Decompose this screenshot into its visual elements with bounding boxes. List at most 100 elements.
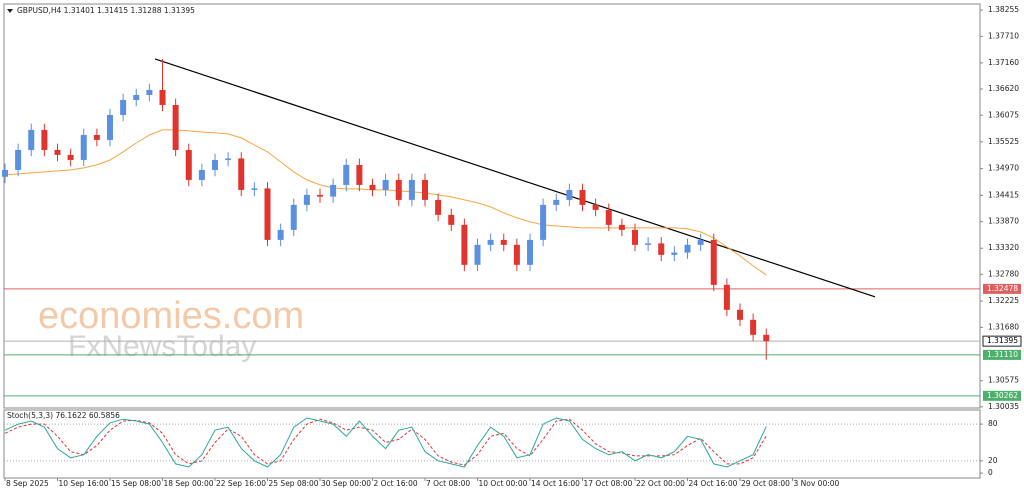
candle-body [500,239,507,245]
candle-body [198,169,205,180]
candle-body [527,239,533,265]
candle-body [671,252,678,255]
candle-body [632,229,638,245]
candle-body [343,164,350,185]
x-tick-label: 8 Sep 2025 [6,479,49,488]
y-tick-label: 1.36620 [988,84,1019,93]
candle-body [750,319,757,335]
candle-body [422,179,428,200]
candle-body [264,188,271,240]
y-tick-label: 0 [988,468,993,477]
candle-body [159,89,166,105]
x-tick-label: 10 Sep 16:00 [59,479,109,488]
candle-body [553,199,560,205]
level-label: 1.32478 [987,284,1018,293]
candle-body [54,149,61,155]
y-tick-label: 1.33870 [988,217,1019,226]
candle-body [435,199,442,215]
stoch-signal [4,418,767,466]
candle-body [80,134,87,160]
candle-body [15,149,22,170]
candle-body [93,134,100,140]
candle-body [448,214,455,225]
y-tick-label: 1.35525 [988,137,1019,146]
x-tick-label: 22 Sep 16:00 [216,479,266,488]
x-tick-label: 15 Sep 08:00 [111,479,161,488]
candle-body [225,158,232,160]
candle-body [618,224,625,230]
candle-body [369,184,376,190]
level-label: 1.30262 [987,391,1018,400]
candle-body [540,204,547,240]
candle-body [238,158,245,190]
menu-arrow [7,9,13,13]
candle-body [67,154,74,160]
candle-body [185,149,192,180]
candle-body [133,94,140,100]
level-tag [983,390,1021,401]
y-tick-label: 20 [988,456,998,465]
candle-body [408,179,415,200]
candle-body [605,209,612,225]
x-tick-label: 30 Sep 00:00 [321,479,371,488]
level-label: 1.31395 [987,336,1018,345]
candle-body [146,89,153,95]
x-tick-label: 18 Sep 00:00 [164,479,214,488]
candle-body [579,189,586,205]
level-tag [982,335,1022,347]
candle-body [487,239,494,245]
x-tick-label: 24 Oct 16:00 [689,479,738,488]
x-tick-label: 14 Oct 16:00 [531,479,580,488]
watermark: economies.com [38,295,304,337]
candle-body [645,243,652,245]
candle-body [172,104,179,150]
candle-body [2,169,8,177]
candle-body [382,179,389,190]
candle-body [658,243,665,255]
candle-body [317,194,323,197]
candle-body [737,309,743,320]
main-panel [3,3,981,409]
stoch-panel [3,409,981,479]
candle-body [723,284,730,310]
x-tick-label: 17 Oct 08:00 [584,479,633,488]
candle-body [251,188,258,190]
y-tick-label: 1.37160 [988,58,1019,67]
y-tick-label: 1.33320 [988,243,1019,252]
candle-body [356,164,363,185]
y-tick-label: 1.30035 [988,402,1019,411]
y-tick-label: 1.37710 [988,31,1019,40]
watermark: FxNewsToday [68,330,256,363]
candle-body [763,334,770,342]
level-label: 1.31110 [987,350,1018,359]
y-tick-label: 1.34970 [988,164,1019,173]
stoch-label: Stoch(5,3,3) 76.1622 60.5856 [7,411,120,420]
x-tick-label: 25 Sep 08:00 [269,479,319,488]
y-tick-label: 1.30575 [988,376,1019,385]
x-tick-label: 7 Oct 08:00 [426,479,470,488]
level-tag [983,283,1021,294]
x-tick-label: 2 Oct 16:00 [374,479,418,488]
candle-body [395,179,402,200]
symbol-label: GBPUSD,H4 1.31401 1.31415 1.31288 1.3139… [17,6,195,15]
stoch-main [4,417,767,468]
x-tick-label: 29 Oct 08:00 [741,479,790,488]
candle-body [212,159,218,170]
candle-body [461,224,468,265]
y-tick-label: 1.38255 [988,5,1019,14]
candle-body [684,244,691,253]
y-tick-label: 1.36075 [988,110,1019,119]
candle-body [41,129,48,150]
x-tick-label: 22 Oct 00:00 [636,479,685,488]
x-tick-label: 3 Nov 00:00 [794,479,840,488]
x-tick-label: 10 Oct 00:00 [479,479,528,488]
candle-body [566,189,573,200]
candle-body [277,229,284,240]
candle-body [303,194,310,205]
y-tick-label: 80 [988,419,998,428]
candle-body [290,204,297,230]
y-tick-label: 1.32225 [988,296,1019,305]
candle-body [513,244,520,265]
